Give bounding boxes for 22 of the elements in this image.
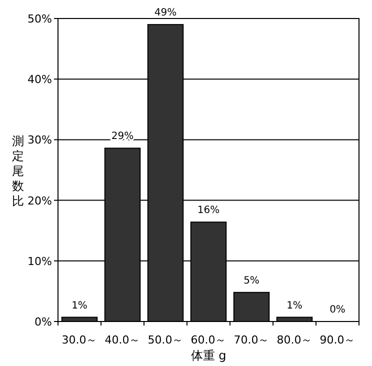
data-label: 1% [72, 300, 88, 312]
data-label: 29% [111, 131, 134, 142]
x-tick-label: 40.0～ [104, 334, 140, 346]
x-tick-label: 30.0～ [62, 334, 98, 346]
y-tick-label: 10% [28, 254, 52, 268]
y-tick-label: 0% [34, 316, 52, 328]
data-label: 5% [244, 275, 260, 286]
x-tick-label: 90.0～ [320, 334, 356, 346]
data-label: 1% [286, 300, 302, 312]
y-tick-label: 30% [28, 134, 52, 147]
x-tick-label: 70.0～ [234, 334, 270, 346]
y-tick-label: 20% [28, 194, 52, 208]
x-tick-label: 50.0～ [148, 334, 184, 346]
data-label: 0% [330, 304, 346, 316]
x-tick-label: 80.0～ [276, 334, 312, 346]
data-label: 49% [154, 8, 177, 19]
y-tick-label: 50% [28, 12, 52, 26]
x-axis-title: 体重 g [190, 348, 226, 362]
y-axis-title: 測定尾数比 [12, 134, 24, 208]
y-tick-label: 40% [28, 73, 52, 86]
data-label: 16% [197, 205, 220, 216]
x-tick-label: 60.0～ [190, 334, 226, 346]
